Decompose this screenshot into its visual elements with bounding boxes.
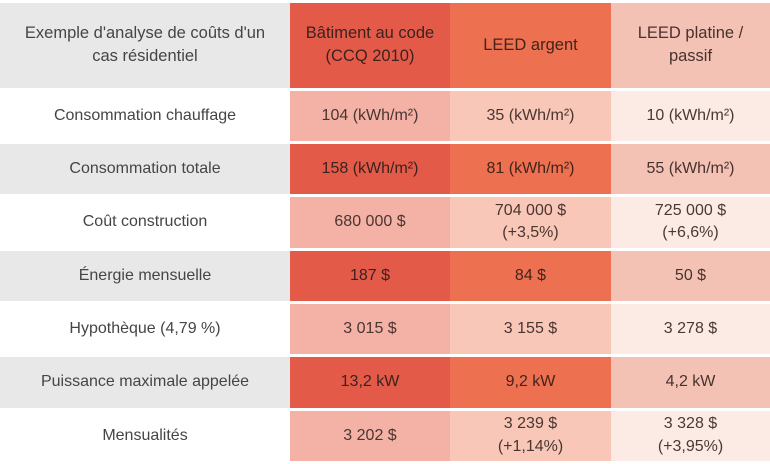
value-cell: 50 $ bbox=[611, 250, 770, 301]
value-cell: 187 $ bbox=[290, 250, 450, 301]
row-label: Énergie mensuelle bbox=[0, 250, 290, 301]
row-label: Mensualités bbox=[0, 410, 290, 461]
value-cell: 4,2 kW bbox=[611, 357, 770, 408]
table-row: Mensualités 3 202 $ 3 239 $ (+1,14%) 3 3… bbox=[0, 410, 770, 461]
value-cell: 55 (kWh/m²) bbox=[611, 143, 770, 195]
value-cell: 3 278 $ bbox=[611, 303, 770, 355]
value-cell: 680 000 $ bbox=[290, 197, 450, 248]
table-title-cell: Exemple d'analyse de coûts d'un cas rési… bbox=[0, 3, 290, 88]
value-cell: 3 155 $ bbox=[450, 303, 611, 355]
table-row: Hypothèque (4,79 %) 3 015 $ 3 155 $ 3 27… bbox=[0, 303, 770, 355]
value-cell: 104 (kWh/m²) bbox=[290, 90, 450, 141]
row-label: Consommation chauffage bbox=[0, 90, 290, 141]
value-cell: 84 $ bbox=[450, 250, 611, 301]
row-label: Hypothèque (4,79 %) bbox=[0, 303, 290, 355]
row-label: Coût construction bbox=[0, 197, 290, 248]
table-header-row: Exemple d'analyse de coûts d'un cas rési… bbox=[0, 3, 770, 88]
value-cell: 9,2 kW bbox=[450, 357, 611, 408]
table-row: Consommation totale 158 (kWh/m²) 81 (kWh… bbox=[0, 143, 770, 195]
value-cell: 10 (kWh/m²) bbox=[611, 90, 770, 141]
column-header-batiment-code: Bâtiment au code (CCQ 2010) bbox=[290, 3, 450, 88]
value-cell: 3 202 $ bbox=[290, 410, 450, 461]
value-cell: 81 (kWh/m²) bbox=[450, 143, 611, 195]
table-row: Coût construction 680 000 $ 704 000 $ (+… bbox=[0, 197, 770, 248]
table-row: Consommation chauffage 104 (kWh/m²) 35 (… bbox=[0, 90, 770, 141]
table-row: Puissance maximale appelée 13,2 kW 9,2 k… bbox=[0, 357, 770, 408]
value-cell: 725 000 $ (+6,6%) bbox=[611, 197, 770, 248]
value-cell: 704 000 $ (+3,5%) bbox=[450, 197, 611, 248]
row-label: Puissance maximale appelée bbox=[0, 357, 290, 408]
value-cell: 3 239 $ (+1,14%) bbox=[450, 410, 611, 461]
row-label: Consommation totale bbox=[0, 143, 290, 195]
column-header-leed-argent: LEED argent bbox=[450, 3, 611, 88]
value-cell: 3 328 $ (+3,95%) bbox=[611, 410, 770, 461]
value-cell: 3 015 $ bbox=[290, 303, 450, 355]
table-row: Énergie mensuelle 187 $ 84 $ 50 $ bbox=[0, 250, 770, 301]
value-cell: 35 (kWh/m²) bbox=[450, 90, 611, 141]
value-cell: 13,2 kW bbox=[290, 357, 450, 408]
column-header-leed-platine: LEED platine / passif bbox=[611, 3, 770, 88]
value-cell: 158 (kWh/m²) bbox=[290, 143, 450, 195]
